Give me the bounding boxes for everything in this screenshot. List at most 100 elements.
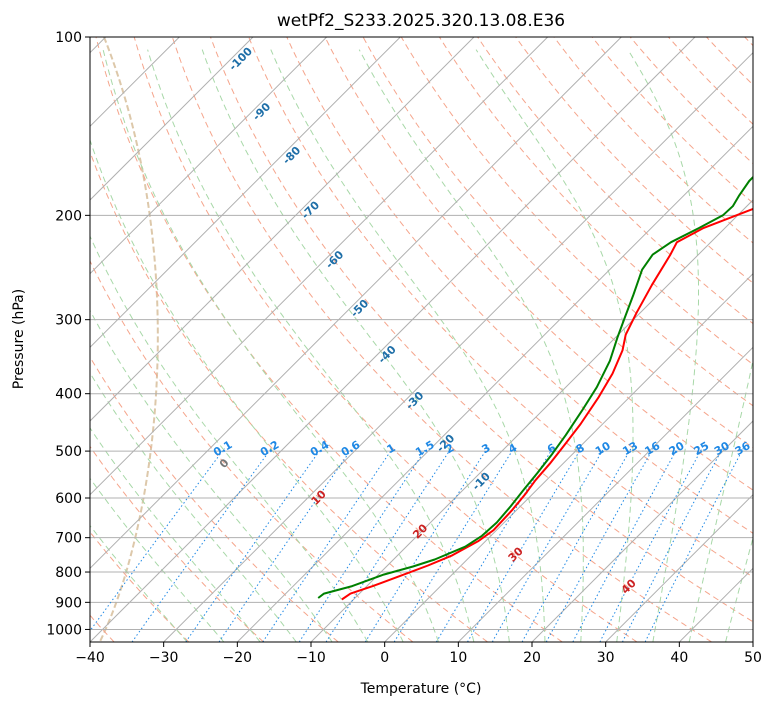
plot-area: -100-90-80-70-60-50-40-30-20-10 01020304… (90, 37, 753, 642)
moist-adiabat-line (147, 49, 475, 642)
isotherm-line (236, 125, 753, 642)
moist-adiabat-line (90, 371, 297, 642)
y-tick-label: 500 (55, 444, 82, 460)
dry-adiabat-label: 40 (619, 576, 639, 596)
y-tick-label: 900 (55, 595, 82, 611)
y-tick-label: 300 (55, 313, 82, 329)
dry-adiabat-line (553, 37, 753, 244)
mixing-ratio-label: 36 (733, 439, 753, 458)
x-tick-label: 10 (449, 650, 467, 666)
isotherm-label: -100 (226, 44, 255, 73)
mixing-ratio-line (393, 448, 515, 642)
mixing-ratio-label: 0.4 (308, 438, 332, 459)
isotherm-line (90, 37, 254, 201)
moist-adiabat-line (90, 477, 225, 642)
dry-adiabat-line (286, 37, 753, 534)
mixing-ratio-line (131, 448, 272, 642)
isobars (90, 37, 753, 630)
moist-adiabat-line (90, 427, 261, 642)
mixing-ratio-label: 0.1 (211, 438, 234, 459)
y-tick-label: 200 (55, 208, 82, 224)
isotherm-line (90, 37, 622, 570)
dry-adiabat-line (324, 37, 753, 491)
mixing-ratio-label: 4 (506, 441, 519, 456)
mixing-ratio-label: 10 (593, 439, 613, 458)
temperature-line (341, 207, 753, 601)
isotherm-line (163, 51, 753, 642)
y-tick-label: 800 (55, 565, 82, 581)
mixing-ratio-line (491, 448, 605, 642)
mixing-ratio-label: 25 (692, 439, 712, 458)
dry-adiabat-line (90, 445, 264, 642)
isotherm-line (457, 346, 753, 642)
mixing-ratio-line (599, 448, 703, 642)
isotherm-line (90, 37, 401, 349)
isotherm-label: -80 (280, 144, 303, 167)
mixing-ratio-label: 3 (479, 441, 492, 456)
isotherm-label: -50 (348, 297, 371, 320)
isotherm-line (531, 420, 753, 642)
dewpoint-line (317, 175, 753, 599)
chart-title: wetPf2_S233.2025.320.13.08.E36 (277, 11, 565, 31)
dry-adiabat-line (248, 37, 753, 578)
x-tick-label: −40 (75, 650, 105, 666)
x-tick-label: −30 (149, 650, 179, 666)
mixing-ratio-line (621, 448, 723, 642)
moist-adiabat-line (90, 138, 404, 642)
moist-adiabat-line (90, 524, 188, 642)
x-axis-label: Temperature (°C) (360, 681, 482, 697)
dry-adiabat-line (668, 37, 753, 125)
y-tick-label: 400 (55, 387, 82, 403)
x-tick-label: 40 (670, 650, 688, 666)
isotherm-line (310, 199, 753, 642)
isotherm-line (752, 641, 753, 642)
y-tick-label: 1000 (46, 622, 82, 638)
background-ring (98, 37, 159, 642)
mixing-ratio-line (90, 448, 225, 632)
x-tick-label: 30 (597, 650, 615, 666)
mixing-ratio-label: 0.2 (258, 438, 281, 459)
mixing-ratio-line (262, 448, 393, 642)
y-axis-label: Pressure (hPa) (11, 289, 27, 389)
mixing-ratio-line (435, 448, 553, 642)
moist-adiabat-line (102, 49, 439, 642)
moist-adiabat-line (725, 536, 753, 642)
y-tick-label: 700 (55, 531, 82, 547)
mixing-ratio-label: 13 (620, 439, 640, 458)
x-tick-label: 0 (380, 650, 389, 666)
mixing-ratio-labels: 0.1 0.2 0.4 0.6 1 1.5 2 3 4 6 8 10 13 16 20 25 30 36 (211, 438, 753, 459)
dry-adiabats (90, 37, 753, 642)
mixing-ratio-label: 0.6 (339, 438, 363, 459)
dry-adiabat-line (90, 150, 488, 642)
isotherm-line (90, 37, 328, 275)
isotherms (90, 37, 753, 642)
isotherm-line (384, 272, 753, 642)
plot-frame (89, 36, 754, 643)
profile-series (317, 175, 753, 601)
y-tick-label: 100 (55, 30, 82, 46)
moist-adiabat-line (627, 49, 699, 642)
x-tick-label: 20 (523, 650, 541, 666)
moist-adiabat-line (475, 49, 634, 642)
isotherm-line (90, 37, 549, 496)
moist-adiabat-line (688, 358, 753, 642)
dry-adiabat-line (210, 37, 753, 623)
dry-adiabat-line (133, 37, 638, 642)
dry-adiabat-line (90, 531, 190, 642)
mixing-ratio-line (298, 448, 427, 642)
y-axis-ticks: 100 200 300 400 500 600 700 800 900 1000 (46, 30, 90, 638)
isotherm-line (678, 567, 753, 642)
isotherm-line (605, 493, 753, 642)
mixing-ratio-label: 8 (574, 441, 587, 456)
mixing-ratio-label: 1 (385, 441, 398, 456)
dry-adiabat-line (706, 37, 753, 86)
moist-adiabat-line (201, 49, 510, 642)
mixing-ratio-line (218, 448, 353, 642)
isotherm-label: -90 (250, 100, 273, 123)
ring-arc (98, 37, 159, 642)
moist-adiabat-line (90, 309, 333, 642)
moist-adiabat-line (358, 49, 584, 642)
dry-adiabat-line (591, 37, 753, 204)
